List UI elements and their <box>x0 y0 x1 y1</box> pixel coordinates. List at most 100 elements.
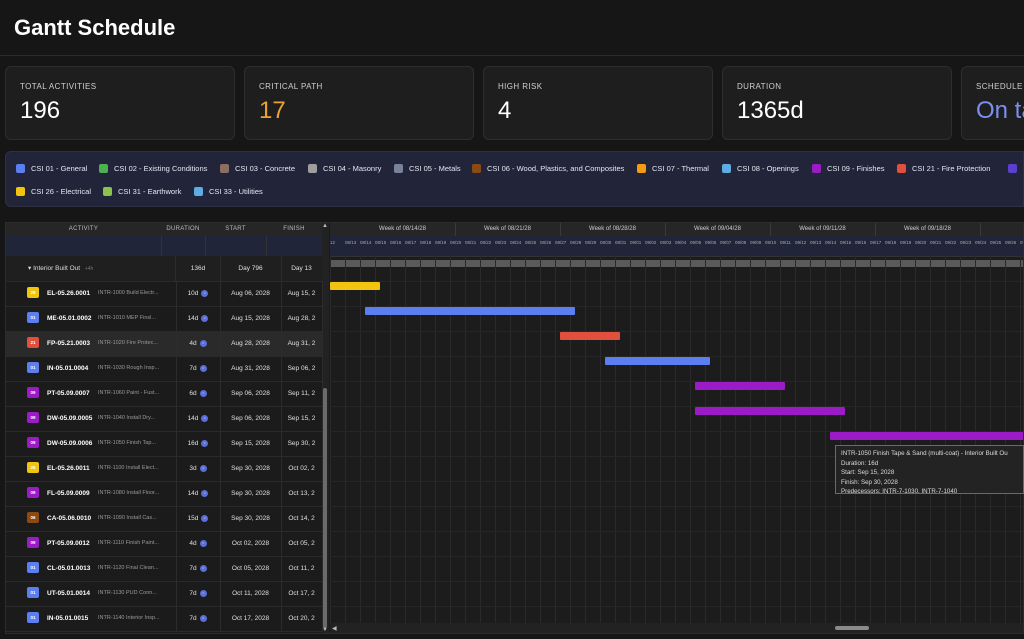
col-finish[interactable]: FINISH <box>266 223 323 236</box>
link-icon[interactable]: ⁺ <box>199 614 207 622</box>
col-duration[interactable]: DURATION <box>161 223 206 236</box>
activity-id: CL-05.01.0013 <box>47 565 91 572</box>
scroll-up-icon[interactable]: ▲ <box>322 223 328 229</box>
table-row[interactable]: 01 CL-05.01.0013 INTR-1120 Final Clean... 7… <box>6 556 323 582</box>
table-row[interactable]: 09 DW-05.09.0006 INTR-1050 Finish Tap... 16… <box>6 431 323 457</box>
horizontal-scrollbar[interactable]: ◀ <box>330 623 1023 633</box>
activity-name: INTR-1140 Interior Insp... <box>98 615 160 621</box>
table-row[interactable]: 01 UT-05.01.0014 INTR-1130 PUD Conn... 7d ⁺ O… <box>6 581 323 607</box>
table-row[interactable]: 09 PT-05.09.0012 INTR-1110 Finish Paint...… <box>6 531 323 557</box>
legend-item[interactable]: CSI 31 - Earthwork <box>103 187 181 196</box>
duration-cell: 14d ⁺ <box>176 481 221 506</box>
vertical-scrollbar[interactable]: ▲ ▼ <box>322 223 329 633</box>
col-start[interactable]: START <box>205 223 267 236</box>
filter-start[interactable] <box>205 236 267 256</box>
duration-cell: 10d ⁺ <box>176 281 221 306</box>
legend-item[interactable]: CSI 09 - Finishes <box>812 164 885 173</box>
link-icon[interactable]: ⁺ <box>199 389 207 397</box>
legend-item[interactable]: CSI 21 - Fire Protection <box>897 164 990 173</box>
activity-bar[interactable] <box>560 332 620 340</box>
link-icon[interactable]: ⁺ <box>201 439 209 447</box>
summary-bar[interactable] <box>330 260 1023 267</box>
week-label: Week of 08/28/28 <box>560 223 666 236</box>
legend-item[interactable]: CSI 01 - General <box>16 164 87 173</box>
table-row[interactable]: 09 FL-05.09.0009 INTR-1080 Install Floor..… <box>6 481 323 507</box>
legend-item[interactable]: CSI 08 - Openings <box>722 164 799 173</box>
start-cell: Sep 15, 2028 <box>220 431 282 456</box>
stat-label: CRITICAL PATH <box>259 82 323 91</box>
bar-tooltip: INTR-1050 Finish Tape & Sand (multi-coat… <box>835 445 1024 494</box>
scroll-left-icon[interactable]: ◀ <box>332 626 337 632</box>
week-label: Week of 09/18/28 <box>875 223 981 236</box>
duration-cell: 4d ⁺ <box>176 331 221 356</box>
legend-item[interactable]: CSI 26 - Electrical <box>16 187 91 196</box>
activity-bar[interactable] <box>330 282 380 290</box>
link-icon[interactable]: ⁺ <box>199 564 207 572</box>
grid-line <box>795 256 796 623</box>
activity-cell: 26 EL-05.26.0011 INTR-1100 Install Elect..… <box>6 456 177 481</box>
day-label: 09/26 <box>1005 240 1017 245</box>
table-row[interactable]: 21 FP-05.21.0003 INTR-1020 Fire Protec... 4… <box>6 331 323 357</box>
link-icon[interactable]: ⁺ <box>201 514 209 522</box>
table-row[interactable]: 09 DW-05.09.0005 INTR-1040 Install Dry... 1… <box>6 406 323 432</box>
tooltip-line: Finish: Sep 30, 2028 <box>841 478 898 486</box>
finish-cell: Oct 20, 2 <box>281 606 323 631</box>
legend-item[interactable]: CSI 05 - Metals <box>394 164 461 173</box>
collapse-chevron-icon[interactable]: ▾ <box>28 265 34 272</box>
week-label: Week of 09/04/28 <box>665 223 771 236</box>
vertical-scroll-thumb[interactable] <box>323 388 327 628</box>
horizontal-scroll-thumb[interactable] <box>835 626 869 630</box>
legend-item[interactable]: CSI 03 - Concrete <box>220 164 295 173</box>
link-icon[interactable]: ⁺ <box>199 539 207 547</box>
legend-item[interactable]: CSI 02 - Existing Conditions <box>99 164 207 173</box>
col-activity[interactable]: ACTIVITY <box>6 223 162 236</box>
table-row[interactable]: 01 IN-05.01.0004 INTR-1030 Rough Insp... 7d… <box>6 356 323 382</box>
day-label: 08/29 <box>585 240 597 245</box>
table-row[interactable]: 26 EL-05.26.0001 INTR-1000 Build Electr...… <box>6 281 323 307</box>
table-row[interactable]: 06 CA-05.06.0010 INTR-1090 Install Cas... 1… <box>6 506 323 532</box>
activity-bar[interactable] <box>365 307 575 315</box>
csi-badge: 26 <box>27 287 39 298</box>
grid-line <box>825 256 826 623</box>
day-label: 08/23 <box>495 240 507 245</box>
filter-finish[interactable] <box>266 236 323 256</box>
legend-item[interactable]: CSI 04 - Masonry <box>308 164 381 173</box>
link-icon[interactable]: ⁺ <box>201 414 209 422</box>
link-icon[interactable]: ⁺ <box>199 464 207 472</box>
activity-table: ACTIVITY DURATION START FINISH ▾ Interio… <box>6 223 329 633</box>
stat-card: TOTAL ACTIVITIES 196 <box>5 66 235 140</box>
legend-item[interactable]: CSI 33 - Utilities <box>194 187 263 196</box>
activity-bar[interactable] <box>695 407 845 415</box>
day-label: 09/18 <box>885 240 897 245</box>
day-label: 08/19 <box>435 240 447 245</box>
activity-cell: 09 FL-05.09.0009 INTR-1080 Install Floor..… <box>6 481 177 506</box>
link-icon[interactable]: ⁺ <box>201 314 209 322</box>
link-icon[interactable]: ⁺ <box>199 589 207 597</box>
activity-bar[interactable] <box>695 382 785 390</box>
legend-item[interactable]: CSI 07 - Thermal <box>637 164 709 173</box>
table-row[interactable]: 09 PT-05.09.0007 INTR-1060 Paint - Fust...… <box>6 381 323 407</box>
link-icon[interactable]: ⁺ <box>199 339 207 347</box>
link-icon[interactable]: ⁺ <box>201 489 209 497</box>
legend-label: CSI 21 - Fire Protection <box>912 164 991 173</box>
link-icon[interactable]: ⁺ <box>199 364 207 372</box>
activity-bar[interactable] <box>830 432 1023 440</box>
activity-cell: 09 PT-05.09.0007 INTR-1060 Paint - Fust... <box>6 381 177 406</box>
activity-bar[interactable] <box>605 357 710 365</box>
legend-item[interactable]: C <box>1008 164 1023 173</box>
link-icon[interactable]: ⁺ <box>201 289 209 297</box>
filter-duration[interactable] <box>161 236 206 256</box>
day-label: 09/24 <box>975 240 987 245</box>
stat-card: CRITICAL PATH 17 <box>244 66 474 140</box>
table-row[interactable]: 01 ME-05.01.0002 INTR-1010 MEP Finsl... 14d… <box>6 306 323 332</box>
activity-id: EL-05.26.0011 <box>47 465 90 472</box>
filter-activity[interactable] <box>6 236 162 256</box>
legend-item[interactable]: CSI 06 - Wood, Plastics, and Composites <box>472 164 624 173</box>
table-row[interactable]: 26 EL-05.26.0011 INTR-1100 Install Elect..… <box>6 456 323 482</box>
group-row[interactable]: ▾ Interior Built Out +4h 136d Day 796 Da… <box>6 256 323 282</box>
scroll-down-icon[interactable]: ▼ <box>322 627 328 633</box>
grid-line <box>720 256 721 623</box>
grid-row-line <box>330 531 1023 532</box>
table-row[interactable]: 01 IN-05.01.0015 INTR-1140 Interior Insp..… <box>6 606 323 632</box>
legend-label: CSI 03 - Concrete <box>235 164 296 173</box>
